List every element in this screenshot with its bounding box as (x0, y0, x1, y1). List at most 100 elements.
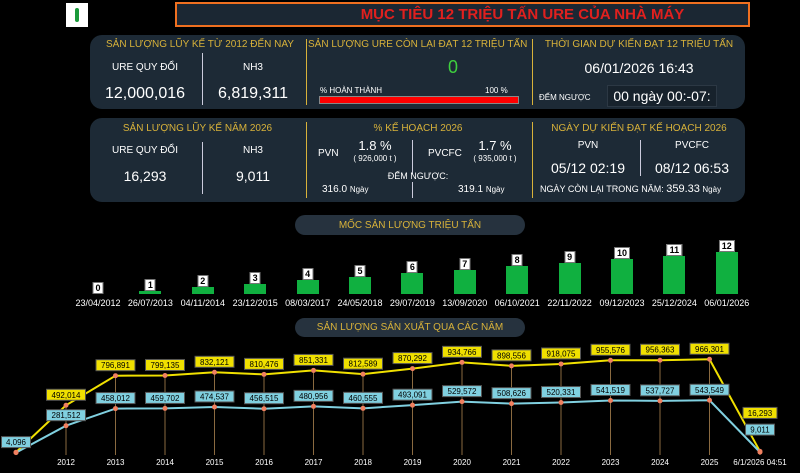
data-label-box (689, 383, 730, 396)
ure-label: URE QUY ĐỔI (112, 62, 178, 73)
pvcfc-days: 319.1 Ngày (458, 184, 505, 195)
milestone-bar (506, 266, 529, 294)
year-nh3-value: 9,011 (236, 168, 270, 184)
data-point (608, 357, 613, 363)
data-label: 508,626 (497, 389, 526, 398)
data-point (410, 366, 415, 372)
eta-pvcfc-date: 08/12 06:53 (655, 160, 729, 176)
x-tick-label: 2021 (503, 458, 521, 467)
milestone-bar (139, 290, 162, 294)
plan-pvn-target: ( 926,000 t ) (353, 154, 397, 163)
yearly-chart-title: SẢN LƯỢNG SẢN XUẤT QUA CÁC NĂM (295, 318, 525, 337)
x-tick-label: 2014 (156, 458, 174, 467)
data-label: 537,727 (646, 386, 675, 395)
data-label: 870,292 (398, 354, 427, 363)
progress-text: 100 % (485, 86, 508, 95)
data-label-box (46, 409, 86, 422)
data-label: 966,301 (695, 345, 724, 354)
x-tick-label: 2025 (701, 458, 719, 467)
data-label-box (491, 387, 532, 400)
milestone-bar (191, 287, 214, 294)
milestone-bar (453, 269, 476, 294)
ure-value: 12,000,016 (104, 85, 186, 102)
data-label-box (46, 388, 86, 401)
data-label: 493,091 (398, 391, 427, 400)
data-point (410, 402, 415, 408)
data-label-box (640, 343, 680, 356)
milestone-bar (558, 262, 581, 294)
plan-pvn-label: PVN (318, 148, 339, 159)
milestone-date: 24/05/2018 (337, 298, 383, 308)
data-label-box (392, 352, 433, 365)
data-label: 955,576 (596, 346, 625, 355)
countdown-value: 00 ngày 00:-07: (607, 85, 717, 107)
milestone-value: 2 (197, 275, 209, 287)
data-label: 799,135 (151, 361, 180, 370)
milestone-bar (296, 280, 319, 294)
data-label-box (194, 390, 235, 403)
data-point (558, 361, 564, 367)
plan-pvcfc-target: ( 935,000 t ) (473, 154, 517, 163)
milestone-value: 4 (302, 268, 314, 280)
progress-bar (319, 96, 519, 104)
data-label: 458,012 (101, 394, 130, 403)
data-label: 459,702 (151, 394, 180, 403)
overall-panel: SẢN LƯỢNG LŨY KẾ TỪ 2012 ĐẾN NAY URE QUY… (90, 35, 745, 109)
milestone-value: 11 (666, 243, 683, 256)
x-tick-label: 2013 (107, 458, 125, 467)
data-label: 543,549 (695, 386, 724, 395)
x-tick-label: 2017 (305, 458, 323, 467)
data-label: 16,293 (748, 409, 773, 418)
data-label-box (590, 383, 631, 396)
milestone-bar (349, 276, 371, 294)
x-tick-label: 2022 (552, 458, 570, 467)
data-label-box (442, 385, 482, 398)
series-line (15, 358, 761, 453)
data-label-box (95, 359, 136, 372)
data-label: 812,589 (349, 360, 378, 369)
data-label-box (194, 355, 235, 368)
data-point (63, 402, 69, 408)
nh3-label: NH3 (242, 62, 263, 73)
data-label-box (95, 392, 136, 405)
milestone-date: 23/12/2015 (232, 298, 278, 308)
milestone-date: 08/03/2017 (285, 298, 331, 308)
milestone-date: 06/01/2026 (704, 298, 750, 308)
milestone-date: 06/10/2021 (494, 298, 540, 308)
data-label: 520,331 (547, 388, 576, 397)
data-point (113, 373, 118, 379)
milestone-value: 3 (249, 271, 261, 284)
milestone-date: 13/09/2020 (442, 298, 488, 308)
yearly-line-chart: 2012 2013 2014 2015 2016 2017 2018 2019 2020 2021… (1, 342, 787, 467)
data-label-box (244, 357, 284, 370)
milestone-date: 23/04/2012 (75, 298, 121, 308)
x-tick-label: 2016 (255, 458, 273, 467)
plan-pvcfc-label: PVCFC (428, 148, 462, 159)
data-label: 9,011 (750, 426, 770, 435)
data-point (558, 400, 564, 406)
year-nh3-label: NH3 (242, 145, 263, 156)
data-label-box (742, 406, 778, 419)
data-label-box (689, 342, 730, 355)
milestone-date: 26/07/2013 (127, 298, 173, 308)
pvn-days: 316.0 Ngày (322, 184, 369, 195)
plan-pvcfc-pct: 1.7 % (478, 138, 512, 153)
milestone-bar (401, 273, 424, 294)
x-tick-label: 6/1/2026 04:51 (733, 458, 787, 467)
data-point (162, 405, 168, 411)
data-label: 956,363 (646, 346, 675, 355)
data-label-box (1, 436, 31, 449)
plan-pvn-pct: 1.8 % (358, 138, 392, 153)
x-tick-label: 2015 (206, 458, 224, 467)
milestone-value: 12 (718, 240, 735, 252)
milestone-date: 09/12/2023 (599, 298, 645, 308)
year-cumulative-title: SẢN LƯỢNG LŨY KẾ NĂM 2026 (122, 123, 273, 134)
data-label-box (343, 357, 383, 370)
data-point (459, 399, 465, 405)
days-remaining: NGÀY CÒN LẠI TRONG NĂM: 359.33 Ngày (540, 183, 722, 195)
x-tick-label: 2019 (404, 458, 422, 467)
page-title: MỤC TIÊU 12 TRIỆU TẤN URE CỦA NHÀ MÁY (175, 2, 750, 27)
data-label: 480,956 (299, 392, 328, 401)
milestone-value: 5 (354, 264, 366, 277)
eta-pvn-date: 05/12 02:19 (551, 160, 625, 176)
